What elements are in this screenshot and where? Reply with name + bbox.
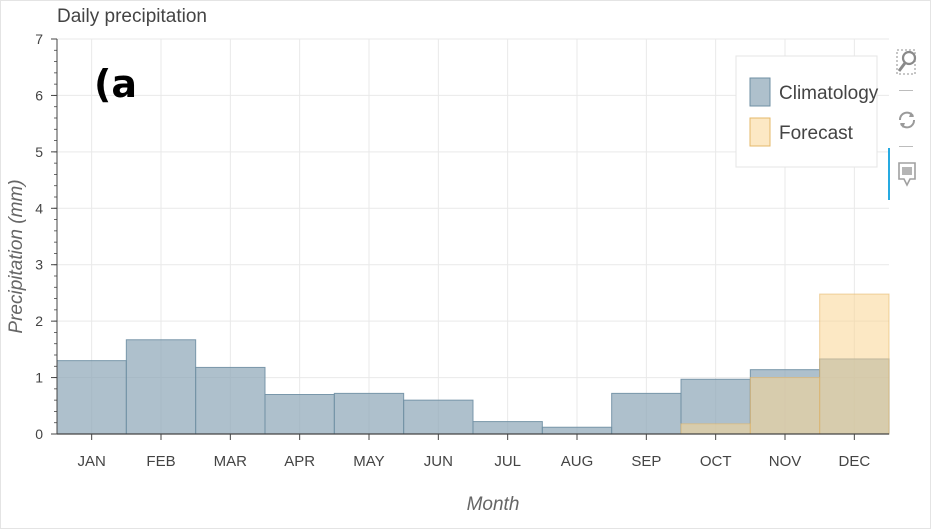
legend-swatch-climatology <box>749 77 771 107</box>
y-tick-label: 1 <box>35 370 43 386</box>
x-tick-label: OCT <box>700 453 732 470</box>
climatology-bar-mar <box>195 366 266 435</box>
box-zoom-icon[interactable] <box>896 48 918 76</box>
x-tick-label: DEC <box>838 453 870 470</box>
y-tick-label: 0 <box>35 426 43 442</box>
x-tick-label: JAN <box>77 453 105 470</box>
x-axis-label: Month <box>467 494 520 515</box>
x-tick-label: FEB <box>146 453 175 470</box>
forecast-bar-dec <box>819 293 890 435</box>
climatology-bar-apr <box>264 394 335 435</box>
y-tick-label: 4 <box>35 200 43 216</box>
legend-label-forecast: Forecast <box>779 123 854 144</box>
toolbar-separator <box>899 90 913 91</box>
climatology-bar-may <box>333 392 405 435</box>
legend-label-climatology: Climatology <box>779 83 879 104</box>
climatology-bar-feb <box>125 339 197 435</box>
climatology-bar-jan <box>56 360 127 435</box>
axes: 0 1 2 3 4 5 6 7 JAN FEB MAR APR MAY JUN JUL AUG SEP OCT NO… <box>6 31 889 515</box>
y-tick-label: 7 <box>35 31 43 47</box>
legend: Climatology Forecast <box>735 55 879 168</box>
x-tick-label: NOV <box>769 453 802 470</box>
x-tick-label: JUL <box>494 453 521 470</box>
active-tool-indicator <box>888 148 890 200</box>
x-tick-label: JUN <box>424 453 453 470</box>
toolbar-separator <box>899 146 913 147</box>
x-tick-label: MAY <box>353 453 384 470</box>
x-tick-label: AUG <box>561 453 594 470</box>
climatology-bar-jun <box>403 399 474 435</box>
climatology-bar-jul <box>472 421 543 435</box>
legend-box <box>735 55 878 168</box>
y-tick-label: 5 <box>35 144 43 160</box>
bars <box>56 293 890 435</box>
y-tick-label: 2 <box>35 313 43 329</box>
x-tick-label: SEP <box>631 453 661 470</box>
x-tick-label: APR <box>284 453 315 470</box>
forecast-bar-oct <box>680 423 751 435</box>
chart-title: Daily precipitation <box>57 6 207 27</box>
y-tick-label: 3 <box>35 257 43 273</box>
climatology-bar-sep <box>611 392 682 435</box>
climatology-bar-aug <box>541 426 613 435</box>
y-tick-label: 6 <box>35 87 43 103</box>
x-tick-label: MAR <box>214 453 248 470</box>
panel-label: (a <box>94 62 138 106</box>
reset-icon[interactable] <box>896 106 918 134</box>
forecast-bar-nov <box>749 377 821 435</box>
legend-swatch-forecast <box>749 117 771 147</box>
y-axis-label: Precipitation (mm) <box>6 179 27 333</box>
hover-icon[interactable] <box>896 160 918 188</box>
